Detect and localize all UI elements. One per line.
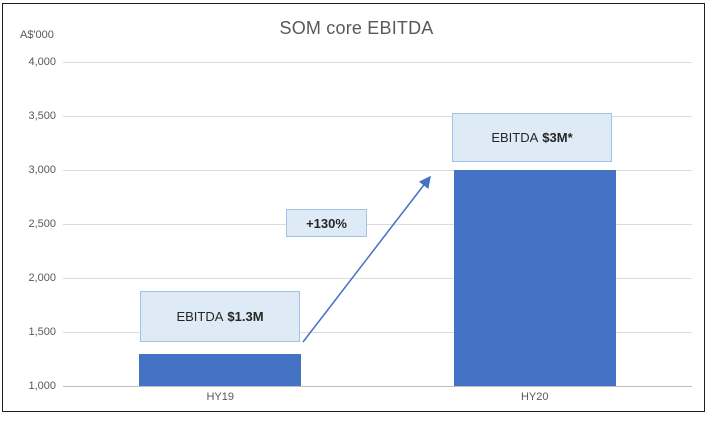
y-tick-label-2,000: 2,000 [28, 272, 56, 284]
chart-title: SOM core EBITDA [279, 18, 434, 38]
gridline-4,000 [63, 62, 692, 63]
callout-ebitda-hy20-value: $3M* [542, 130, 573, 145]
callout-growth-percent: +130% [286, 209, 367, 237]
y-tick-label-1,500: 1,500 [28, 326, 56, 338]
callout-ebitda-hy19-prefix: EBITDA [176, 309, 224, 324]
y-tick-label-1,000: 1,000 [28, 380, 56, 392]
callout-growth-label: +130% [306, 215, 347, 231]
gridline-1,000 [63, 386, 692, 387]
y-tick-label-3,500: 3,500 [28, 110, 56, 122]
callout-ebitda-hy19: EBITDA $1.3M [140, 291, 300, 342]
callout-ebitda-hy20: EBITDA $3M* [452, 113, 612, 162]
bar-hy20 [453, 170, 616, 386]
callout-ebitda-hy19-value: $1.3M [227, 309, 264, 324]
gridline-3,000 [63, 170, 692, 171]
y-tick-label-3,000: 3,000 [28, 164, 56, 176]
bar-hy19 [139, 353, 302, 386]
callout-ebitda-hy20-prefix: EBITDA [491, 130, 539, 145]
x-axis-label-hy20: HY20 [520, 391, 549, 403]
y-tick-label-2,500: 2,500 [28, 218, 56, 230]
y-tick-label-4,000: 4,000 [28, 56, 56, 68]
x-axis-label-hy19: HY19 [206, 391, 235, 403]
gridline-3,500 [63, 116, 692, 117]
y-axis-unit-label: A$'000 [20, 29, 54, 41]
